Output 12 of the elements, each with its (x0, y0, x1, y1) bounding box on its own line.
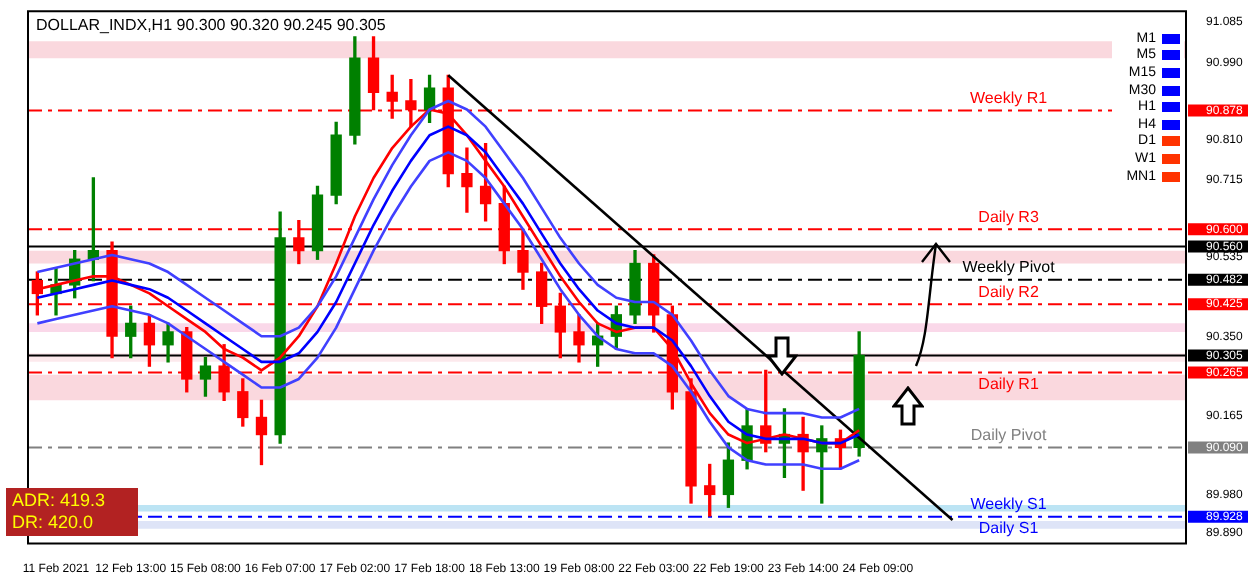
ref-line-label: Weekly Pivot (962, 258, 1057, 277)
ref-line-label: Daily R3 (978, 207, 1040, 226)
annotation: DR: 420.0 (12, 512, 96, 534)
chart-title: DOLLAR_INDX,H1 90.300 90.320 90.245 90.305 (36, 15, 387, 34)
ref-line-label: Daily Pivot (970, 425, 1048, 444)
ref-line-label: Daily R1 (978, 374, 1040, 393)
ref-line-label: Weekly R1 (970, 88, 1049, 107)
ref-line-label: Daily R2 (978, 282, 1040, 301)
candlestick (461, 147, 473, 213)
annotation: Daily S1 (978, 519, 1040, 538)
ref-line-label: Weekly S1 (970, 495, 1048, 514)
annotation: ADR: 419.3 (12, 490, 108, 512)
